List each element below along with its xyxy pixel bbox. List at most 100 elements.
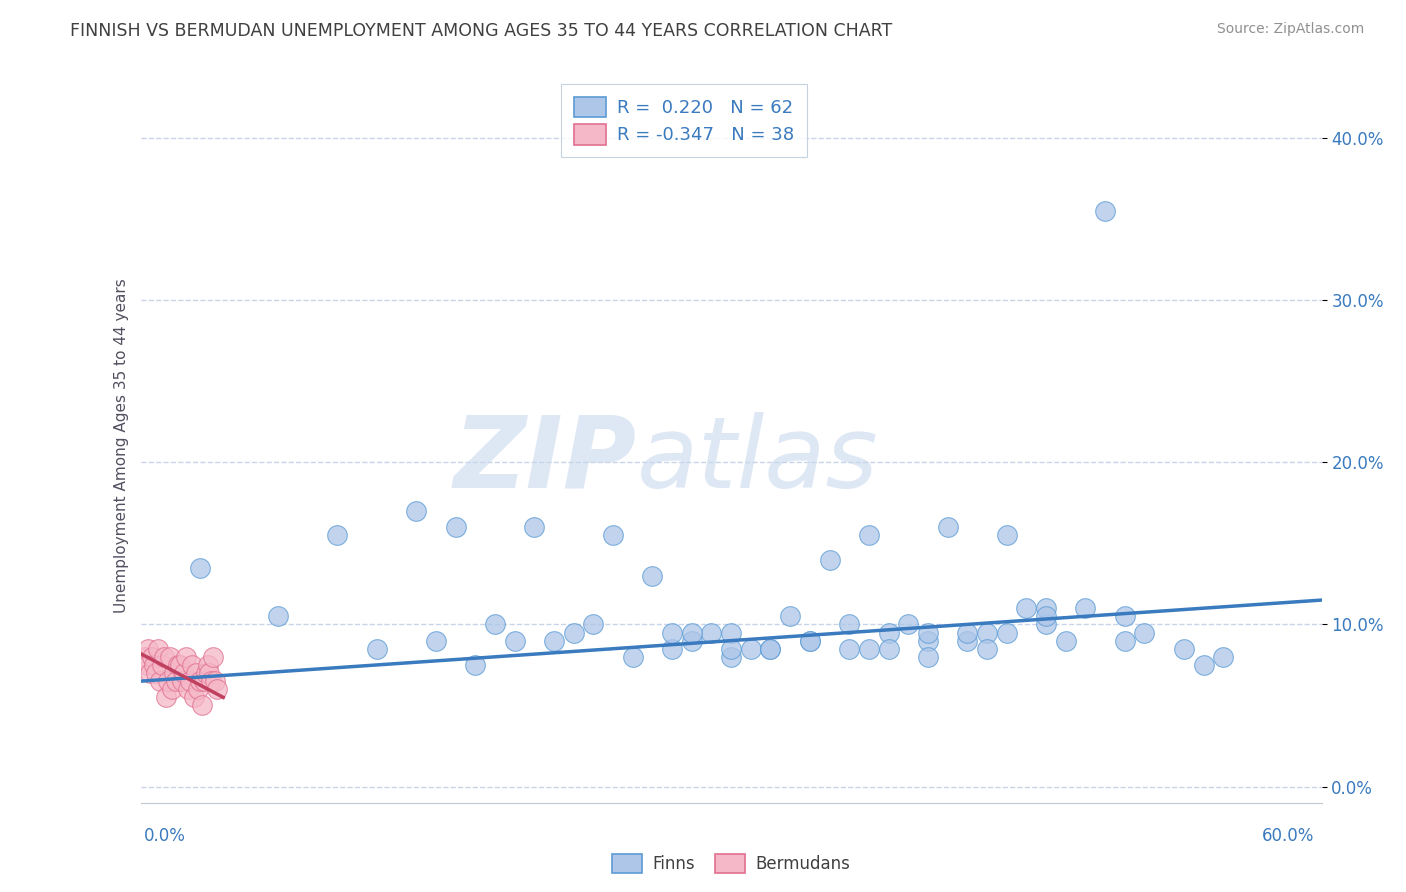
Point [897,617,920,632]
Point [1114,633,1136,648]
Point [740,641,762,656]
Point [134,649,156,664]
Text: 0.0%: 0.0% [143,827,186,845]
Point [936,520,959,534]
Point [267,609,290,624]
Point [1035,617,1057,632]
Point [183,690,205,705]
Point [138,641,160,656]
Point [145,666,167,681]
Point [155,690,177,705]
Point [160,682,183,697]
Point [1035,609,1057,624]
Point [641,568,664,582]
Point [562,625,585,640]
Point [198,666,221,681]
Point [157,674,180,689]
Point [326,528,349,542]
Point [976,625,998,640]
Point [194,666,217,681]
Point [779,609,801,624]
Point [188,560,211,574]
Point [139,666,162,681]
Point [621,649,644,664]
Point [1212,649,1234,664]
Point [503,633,526,648]
Point [193,674,215,689]
Point [366,641,388,656]
Point [169,657,191,672]
Point [200,674,222,689]
Point [799,633,821,648]
Point [1015,601,1038,615]
Point [1035,601,1057,615]
Point [681,625,703,640]
Point [543,633,565,648]
Point [956,633,979,648]
Point [720,649,742,664]
Point [174,649,197,664]
Point [661,625,683,640]
Point [1133,625,1156,640]
Point [995,528,1018,542]
Point [444,520,467,534]
Point [917,625,939,640]
Point [188,674,211,689]
Point [976,641,998,656]
Point [177,682,200,697]
Point [163,666,186,681]
Point [720,625,742,640]
Point [956,625,979,640]
Point [1192,657,1215,672]
Text: atlas: atlas [637,412,879,508]
Point [143,657,166,672]
Point [180,657,202,672]
Point [523,520,546,534]
Point [202,649,225,664]
Point [184,666,207,681]
Point [858,528,880,542]
Point [917,649,939,664]
Text: Source: ZipAtlas.com: Source: ZipAtlas.com [1216,22,1364,37]
Point [464,657,486,672]
Point [207,682,229,697]
Point [135,657,157,672]
Point [995,625,1018,640]
Point [877,625,900,640]
Point [484,617,506,632]
Point [425,633,447,648]
Point [799,633,821,648]
Point [838,617,860,632]
Point [141,649,163,664]
Point [1094,203,1116,218]
Point [838,641,860,656]
Point [582,617,605,632]
Point [187,682,209,697]
Point [759,641,782,656]
Y-axis label: Unemployment Among Ages 35 to 44 years: Unemployment Among Ages 35 to 44 years [114,278,129,614]
Point [405,504,427,518]
Point [1114,609,1136,624]
Point [858,641,880,656]
Point [602,528,624,542]
Text: ZIP: ZIP [454,412,637,508]
Point [153,649,176,664]
Point [700,625,723,640]
Point [720,641,742,656]
Point [1173,641,1195,656]
Point [818,552,841,566]
Text: 60.0%: 60.0% [1263,827,1315,845]
Text: FINNISH VS BERMUDAN UNEMPLOYMENT AMONG AGES 35 TO 44 YEARS CORRELATION CHART: FINNISH VS BERMUDAN UNEMPLOYMENT AMONG A… [70,22,893,40]
Point [917,633,939,648]
Point [167,657,190,672]
Point [165,674,187,689]
Point [159,649,181,664]
Point [170,674,193,689]
Point [179,674,201,689]
Point [1074,601,1097,615]
Point [204,674,226,689]
Point [190,698,212,713]
Point [197,657,219,672]
Legend: Finns, Bermudans: Finns, Bermudans [606,847,856,880]
Point [150,657,173,672]
